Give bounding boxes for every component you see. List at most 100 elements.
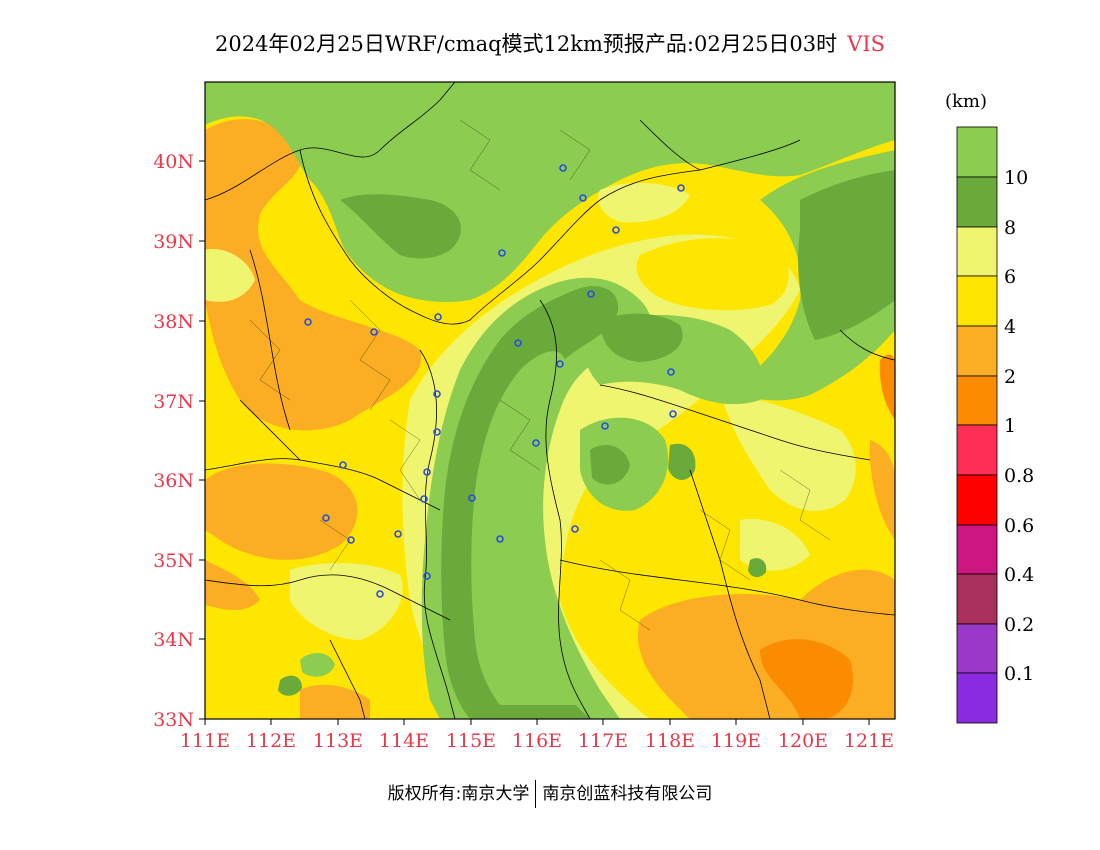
legend-label: 0.6 — [1004, 515, 1034, 537]
city-marker — [423, 572, 431, 580]
legend-swatch — [956, 126, 998, 178]
city-marker — [677, 184, 685, 192]
lon-label: 121E — [844, 730, 894, 752]
vis-dkgreen-tiny — [748, 558, 767, 578]
vis-dkgreen-south — [590, 445, 630, 485]
legend: (km) 10 8 6 4 2 1 0.8 0.6 0.4 0.2 0 — [945, 91, 1034, 724]
vis-dkgreen-north — [340, 194, 461, 259]
lat-label: 40N — [153, 151, 194, 173]
city-marker — [468, 494, 476, 502]
legend-label: 4 — [1004, 316, 1016, 338]
copyright-footer: 版权所有:南京大学 南京创蓝科技有限公司 — [0, 779, 1100, 808]
legend-label: 1 — [1004, 415, 1016, 437]
lat-label: 36N — [153, 470, 194, 492]
vis-orange-sw — [300, 684, 370, 719]
lat-labels: 40N 39N 38N 37N 36N 35N 34N 33N — [153, 151, 194, 731]
city-marker — [339, 461, 347, 469]
legend-label: 0.8 — [1004, 465, 1034, 487]
vis-pale-east — [720, 390, 856, 511]
city-marker — [514, 339, 522, 347]
legend-label: 6 — [1004, 266, 1016, 288]
city-marker — [667, 368, 675, 376]
legend-label: 2 — [1004, 366, 1016, 388]
lon-label: 117E — [578, 730, 628, 752]
city-marker — [612, 226, 620, 234]
vis-dkgreen-centereast — [600, 313, 683, 362]
lat-label: 33N — [153, 709, 194, 731]
legend-swatch — [956, 226, 998, 277]
lat-label: 34N — [153, 629, 194, 651]
vis-pale-north-patch — [598, 182, 690, 223]
city-marker — [496, 535, 504, 543]
lat-label: 38N — [153, 311, 194, 333]
vis-orange-east-2 — [869, 440, 895, 540]
vis-green-north — [205, 82, 895, 302]
city-marker — [304, 318, 312, 326]
county-lines — [249, 119, 831, 631]
copyright-company: 南京创蓝科技有限公司 — [542, 784, 713, 804]
legend-swatch — [956, 623, 998, 674]
lon-label: 111E — [180, 730, 230, 752]
vis-pale-west — [205, 249, 255, 302]
legend-label: 8 — [1004, 217, 1016, 239]
city-marker — [394, 530, 402, 538]
vis-pale-sw — [290, 563, 403, 640]
lon-label: 115E — [446, 730, 496, 752]
legend-swatches — [956, 126, 998, 724]
copyright-owner: 版权所有:南京大学 — [387, 784, 530, 804]
city-marker — [347, 536, 355, 544]
legend-swatch — [956, 325, 998, 377]
city-marker — [322, 514, 330, 522]
city-marker — [420, 495, 428, 503]
city-marker — [587, 290, 595, 298]
lon-labels: 111E 112E 113E 114E 115E 116E 117E 118E … — [180, 730, 894, 752]
vis-dkgreen-inner — [471, 351, 575, 705]
lon-label: 116E — [512, 730, 562, 752]
legend-swatch — [956, 672, 998, 724]
vis-dkgreen-small — [668, 443, 696, 480]
city-marker — [571, 525, 579, 533]
vis-orange-west-2 — [205, 463, 358, 560]
lon-label: 113E — [313, 730, 363, 752]
city-marker — [423, 468, 431, 476]
city-marker — [498, 249, 506, 257]
city-markers — [304, 164, 685, 598]
lat-ticks — [199, 160, 205, 720]
legend-swatch — [956, 573, 998, 625]
lon-label: 119E — [711, 730, 761, 752]
city-marker — [434, 313, 442, 321]
legend-label: 10 — [1004, 167, 1028, 189]
city-marker — [433, 428, 441, 436]
legend-swatch — [956, 474, 998, 526]
lat-label: 39N — [153, 231, 194, 253]
city-marker — [579, 194, 587, 202]
legend-label: 0.1 — [1004, 663, 1034, 685]
lon-label: 114E — [379, 730, 429, 752]
lon-ticks — [204, 719, 870, 725]
lat-label: 37N — [153, 391, 194, 413]
city-marker — [376, 590, 384, 598]
legend-label: 0.4 — [1004, 564, 1034, 586]
legend-labels: 10 8 6 4 2 1 0.8 0.6 0.4 0.2 0.1 — [1004, 167, 1034, 685]
city-marker — [669, 410, 677, 418]
vis-green-small-1 — [300, 653, 335, 677]
lon-label: 118E — [645, 730, 695, 752]
map-title: 2024年02月25日WRF/cmaq模式12km预报产品:02月25日03时 V… — [0, 28, 1100, 58]
city-marker — [532, 439, 540, 447]
visibility-field — [205, 82, 895, 719]
legend-unit: (km) — [945, 91, 987, 112]
legend-swatch — [956, 375, 998, 426]
vis-dkgreen-east — [798, 170, 895, 340]
boundary-lines — [205, 82, 895, 719]
city-marker — [601, 422, 609, 430]
legend-swatch — [956, 176, 998, 228]
footer-divider — [535, 780, 537, 808]
city-marker — [559, 164, 567, 172]
vis-dark-orange-se — [760, 639, 854, 719]
vis-yellow-north-patch — [636, 238, 789, 311]
city-marker — [433, 390, 441, 398]
title-text: 2024年02月25日WRF/cmaq模式12km预报产品:02月25日03时 — [214, 32, 838, 56]
city-marker — [556, 360, 564, 368]
vis-orange-west-3 — [205, 560, 260, 610]
